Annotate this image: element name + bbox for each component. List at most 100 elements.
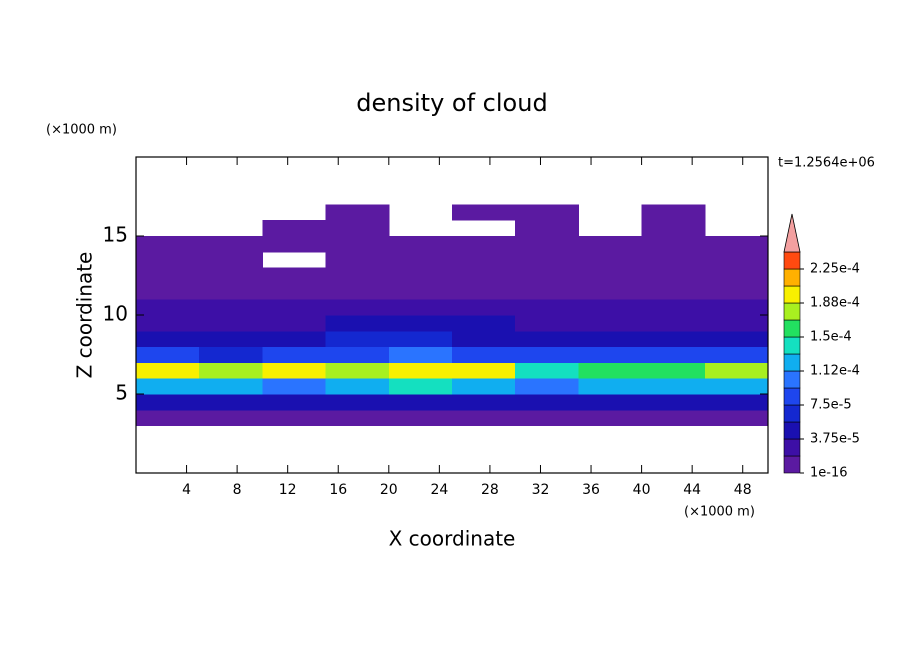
field-cell <box>262 267 327 284</box>
field-cell <box>136 346 200 363</box>
field <box>136 204 769 427</box>
field-cell <box>388 394 453 411</box>
colorbar-tick-label: 1.88e-4 <box>810 296 860 311</box>
field-cell <box>578 283 643 300</box>
field-cell <box>515 378 579 395</box>
colorbar-band <box>783 353 801 372</box>
field-cell <box>262 220 327 237</box>
time-label: t=1.2564e+06 <box>778 156 875 171</box>
field-cell <box>136 378 200 395</box>
field-cell <box>578 330 643 348</box>
field-cell <box>704 409 769 427</box>
field-cell <box>325 267 390 284</box>
field-cell <box>515 409 579 427</box>
field-cell <box>704 251 769 269</box>
field-cell <box>388 315 453 332</box>
y-tick-label: 15 <box>103 223 128 247</box>
field-cell <box>578 378 643 395</box>
field-cell <box>452 299 516 316</box>
field-cell <box>641 362 706 379</box>
field-cell <box>452 346 516 363</box>
field-cell <box>452 251 516 269</box>
field-cell <box>325 330 390 348</box>
colorbar-band <box>783 285 801 304</box>
field-cell <box>578 394 643 411</box>
field-cell <box>704 283 769 300</box>
field-cell <box>199 362 263 379</box>
field-cell <box>262 299 327 316</box>
field-cell <box>641 394 706 411</box>
field-cell <box>262 315 327 332</box>
field-cell <box>641 251 706 269</box>
y-tick-label: 10 <box>103 302 128 326</box>
colorbar-band <box>783 268 801 287</box>
field-cell <box>136 251 200 269</box>
x-tick-label: 36 <box>582 482 600 498</box>
field-cell <box>704 236 769 253</box>
field-cell <box>515 220 579 237</box>
x-tick-label: 48 <box>734 482 752 498</box>
field-cell <box>641 346 706 363</box>
field-cell <box>262 236 327 253</box>
field-cell <box>578 299 643 316</box>
field-cell <box>199 236 263 253</box>
field-cell <box>325 362 390 379</box>
field-cell <box>325 378 390 395</box>
field-cell <box>578 267 643 284</box>
field-cell <box>578 251 643 269</box>
field-cell <box>325 346 390 363</box>
field-cell <box>704 362 769 379</box>
field-cell <box>641 378 706 395</box>
colorbar-tick-label: 1.12e-4 <box>810 364 860 379</box>
field-cell <box>262 362 327 379</box>
field-cell <box>452 409 516 427</box>
x-unit: (×1000 m) <box>684 505 755 520</box>
field-cell <box>641 204 706 221</box>
field-cell <box>641 299 706 316</box>
field-cell <box>641 409 706 427</box>
field-cell <box>388 330 453 348</box>
field-cell <box>704 330 769 348</box>
chart-title: density of cloud <box>356 89 547 117</box>
field-cell <box>704 299 769 316</box>
x-tick-label: 16 <box>329 482 347 498</box>
field-cell <box>325 394 390 411</box>
field-cell <box>515 362 579 379</box>
x-axis-label: X coordinate <box>389 527 516 551</box>
field-cell <box>262 394 327 411</box>
field-cell <box>641 315 706 332</box>
field-cell <box>578 346 643 363</box>
field-cell <box>325 299 390 316</box>
field-cell <box>136 394 200 411</box>
field-cell <box>199 299 263 316</box>
colorbar-tick-label: 3.75e-5 <box>810 432 860 447</box>
field-cell <box>515 394 579 411</box>
field-cell <box>136 283 200 300</box>
field-cell <box>325 236 390 253</box>
colorbar-tick-label: 2.25e-4 <box>810 262 860 277</box>
field-cell <box>641 330 706 348</box>
field-cell <box>515 346 579 363</box>
field-cell <box>136 236 200 253</box>
field-cell <box>262 346 327 363</box>
field-cell <box>199 315 263 332</box>
field-cell <box>388 362 453 379</box>
x-tick-label: 44 <box>683 482 701 498</box>
x-tick-label: 24 <box>430 482 448 498</box>
field-cell <box>199 394 263 411</box>
field-cell <box>388 251 453 269</box>
x-tick-label: 4 <box>182 482 191 498</box>
y-axis-label: Z coordinate <box>73 252 97 379</box>
field-cell <box>641 283 706 300</box>
field-cell <box>452 378 516 395</box>
field-cell <box>325 409 390 427</box>
colorbar-band <box>783 251 801 270</box>
colorbar-band <box>783 421 801 440</box>
x-tick-label: 32 <box>532 482 550 498</box>
field-cell <box>262 378 327 395</box>
colorbar-band <box>783 438 801 457</box>
field-cell <box>199 330 263 348</box>
field-cell <box>515 283 579 300</box>
colorbar-band <box>783 302 801 321</box>
